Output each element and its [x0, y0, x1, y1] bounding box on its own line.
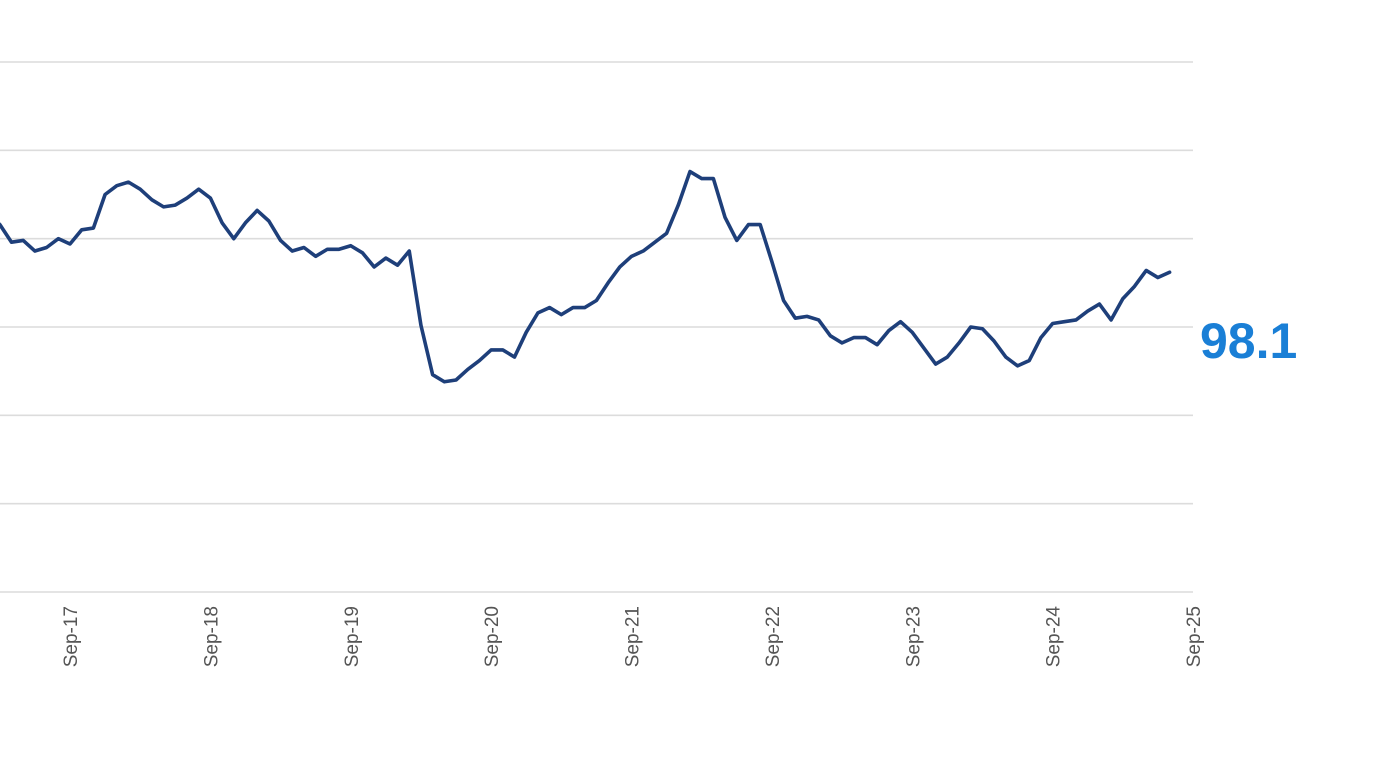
end-label-layer: 98.1: [1200, 313, 1297, 369]
x-tick-label: Sep-17: [61, 606, 82, 667]
grid-layer: [0, 61, 1193, 593]
x-tick-label: Sep-24: [1044, 606, 1065, 668]
series-line: [0, 169, 1172, 384]
x-tick-label: Sep-21: [623, 606, 644, 667]
x-tick-label: Sep-18: [201, 606, 222, 667]
x-tick-label: Sep-19: [342, 606, 363, 667]
x-axis: Sep-17 Sep-18 Sep-19 Sep-20 Sep-21 Sep-22 Sep-…: [61, 606, 1205, 668]
x-tick-label: Sep-25: [1184, 606, 1205, 667]
x-tick-label: Sep-22: [763, 606, 784, 667]
x-tick-label: Sep-23: [903, 606, 924, 667]
series-layer: [0, 169, 1172, 384]
x-tick-label: Sep-20: [482, 606, 503, 667]
last-value-label: 98.1: [1200, 313, 1297, 369]
